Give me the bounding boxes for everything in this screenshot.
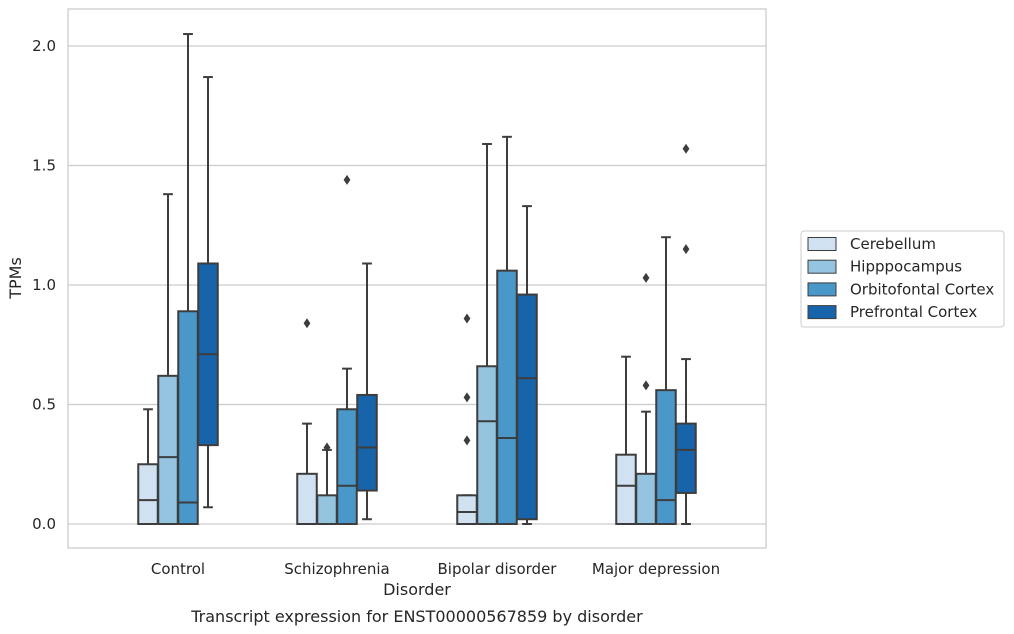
x-tick-label-control: Control [151,560,205,578]
y-tick-labels: 0.0 0.5 1.0 1.5 2.0 [32,37,56,533]
box-orbitofontal-cortex-schizophrenia [336,174,358,525]
box-body [516,293,538,521]
legend-label: Orbitofontal Cortex [850,280,994,298]
outlier-point [343,174,351,185]
y-tick-label: 0.5 [32,396,56,414]
outlier-point [463,392,471,403]
box-body [476,365,498,526]
box-body [675,422,697,494]
outlier-point [642,380,650,391]
legend-swatch [807,305,837,320]
box-body [496,269,518,525]
outlier-point [323,442,331,453]
outlier-point [303,318,311,329]
y-tick-label: 1.0 [32,276,56,294]
box-body [296,472,318,525]
box-body [177,310,199,526]
y-axis-label: TPMs [6,257,25,300]
box-hipppocampus-bipolar-disorder [476,142,498,526]
box-groups [137,33,697,526]
legend-frame [800,230,1005,328]
box-body [316,494,338,526]
box-prefrontal-cortex-major-depression [675,143,697,525]
box-body [635,472,657,525]
x-tick-label-bipolar-disorder: Bipolar disorder [438,560,558,578]
box-hipppocampus-schizophrenia [316,442,338,526]
outlier-point [463,313,471,324]
x-tick-labels: Control Schizophrenia Bipolar disorder Majo… [151,560,720,578]
legend-label: Hipppocampus [850,258,962,276]
box-cerebellum-control [137,408,159,525]
legend-entry-cerebellum: Cerebellum [807,235,936,253]
box-body [356,393,378,492]
legend-entry-orbitofontal-cortex: Orbitofontal Cortex [807,280,994,298]
legend-entry-prefrontal-cortex: Prefrontal Cortex [807,303,977,321]
outlier-point [642,272,650,283]
x-tick-label-schizophrenia: Schizophrenia [284,560,389,578]
series-hipppocampus [157,142,657,526]
legend-label: Prefrontal Cortex [850,303,977,321]
box-body [157,374,179,525]
box-prefrontal-cortex-schizophrenia [356,262,378,521]
box-body [137,463,159,525]
box-prefrontal-cortex-bipolar-disorder [516,205,538,525]
outlier-point [682,244,690,255]
box-body [655,389,677,525]
y-tick-label: 2.0 [32,37,56,55]
outlier-point [463,435,471,446]
box-body [456,494,478,526]
box-cerebellum-bipolar-disorder [456,313,478,526]
y-tick-label: 0.0 [32,515,56,533]
series-prefrontal-cortex [197,76,697,525]
legend-swatch [807,237,837,251]
legend: Cerebellum Hipppocampus Orbitofontal Corte… [800,230,1005,328]
y-tick-label: 1.5 [32,157,56,175]
outlier-point [682,143,690,154]
chart-caption: Transcript expression for ENST0000056785… [190,607,643,626]
legend-label: Cerebellum [850,235,936,253]
series-cerebellum [137,313,637,526]
box-body [336,408,358,525]
box-body [615,453,637,525]
legend-swatch [807,282,837,297]
box-prefrontal-cortex-control [197,76,219,509]
legend-swatch [807,259,837,274]
x-axis-label: Disorder [383,580,451,599]
x-tick-label-major-depression: Major depression [592,560,720,578]
legend-entry-hipppocampus: Hipppocampus [807,258,962,276]
box-cerebellum-major-depression [615,355,637,525]
